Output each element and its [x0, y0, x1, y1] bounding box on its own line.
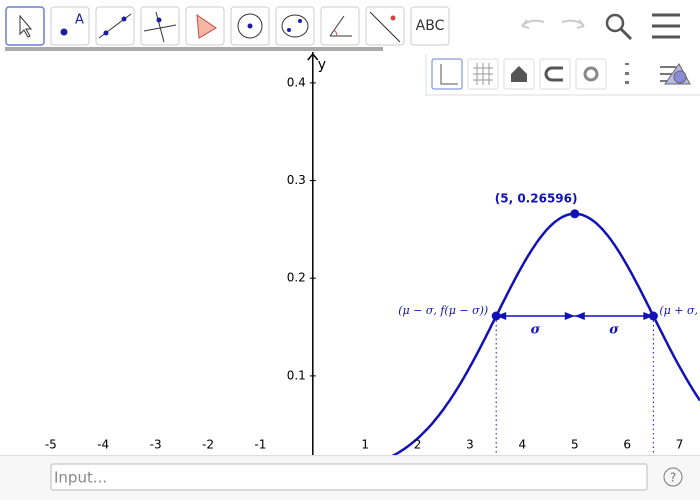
peak-point	[570, 209, 580, 219]
x-tick-label: 1	[361, 438, 369, 452]
normal-curve	[391, 212, 700, 455]
x-tick-label: 7	[676, 438, 684, 452]
menu[interactable]	[652, 13, 680, 39]
y-axis-arrow	[307, 52, 319, 61]
help-label: ?	[670, 471, 676, 485]
sigma-annotation: σ	[531, 322, 541, 337]
y-tick-label: 0.3	[287, 173, 306, 187]
text-tool-label: ABC	[416, 18, 445, 34]
x-tick-label: 6	[623, 438, 631, 452]
polygon-tool[interactable]	[185, 6, 225, 46]
x-tick-label: -4	[97, 438, 109, 452]
svg-text:A: A	[75, 13, 84, 28]
input-field[interactable]	[50, 463, 648, 491]
x-tick-label: 2	[414, 438, 422, 452]
y-tick-label: 0.2	[287, 271, 306, 285]
y-tick-label: 0.1	[287, 368, 306, 382]
x-tick-label: -3	[150, 438, 162, 452]
input-bar	[0, 455, 700, 500]
graphics-view	[307, 52, 700, 455]
style-bar	[425, 54, 700, 96]
grid-toggle[interactable]	[467, 58, 499, 90]
sigma-annotation: σ	[609, 322, 619, 337]
circle-tool[interactable]	[230, 6, 270, 46]
x-tick-label: 4	[519, 438, 527, 452]
x-tick-label: 3	[466, 438, 474, 452]
toolbar: A	[5, 6, 680, 46]
y-tick-label: 0.4	[287, 75, 306, 89]
peak-label: (5, 0.26596)	[495, 191, 578, 205]
y-axis-label: y	[318, 57, 326, 73]
snap[interactable]	[539, 58, 571, 90]
scrollbar	[5, 47, 383, 51]
x-tick-label: -5	[45, 438, 57, 452]
conic-tool[interactable]	[275, 6, 315, 46]
angle-tool[interactable]	[320, 6, 360, 46]
axes-toggle[interactable]	[431, 58, 463, 90]
reflect-tool[interactable]	[365, 6, 405, 46]
point-tool[interactable]	[50, 6, 90, 46]
input-placeholder: Input...	[54, 469, 107, 487]
help-button[interactable]	[663, 467, 683, 487]
x-tick-label: -1	[254, 438, 266, 452]
x-tick-label: -2	[202, 438, 214, 452]
sigma-point-label: (μ − σ, f(μ − σ))	[398, 304, 488, 317]
text-tool[interactable]	[410, 6, 450, 46]
sigma-point-label: (μ + σ, f(μ + σ))	[659, 304, 700, 317]
settings[interactable]	[575, 58, 607, 90]
line-tool[interactable]	[95, 6, 135, 46]
x-tick-label: 5	[571, 438, 579, 452]
search[interactable]	[605, 13, 625, 33]
perpendicular-tool[interactable]	[140, 6, 180, 46]
home[interactable]	[503, 58, 535, 90]
